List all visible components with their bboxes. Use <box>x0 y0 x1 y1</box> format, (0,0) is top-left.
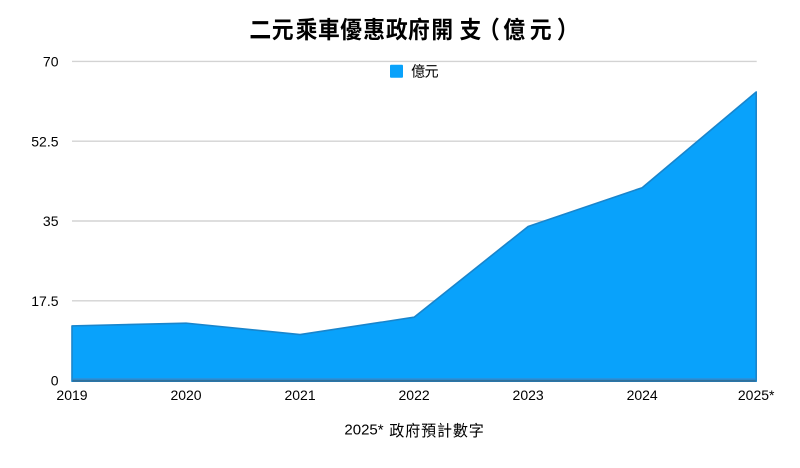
svg-text:70: 70 <box>43 54 59 70</box>
svg-text:35: 35 <box>43 213 59 229</box>
svg-text:2020: 2020 <box>170 387 201 403</box>
svg-text:2023: 2023 <box>513 387 544 403</box>
svg-text:2024: 2024 <box>627 387 658 403</box>
svg-text:52.5: 52.5 <box>31 133 58 149</box>
svg-text:2019: 2019 <box>56 387 87 403</box>
svg-text:2022: 2022 <box>399 387 430 403</box>
svg-text:2025*: 2025* <box>738 387 775 403</box>
svg-text:17.5: 17.5 <box>31 293 58 309</box>
svg-text:2021: 2021 <box>284 387 315 403</box>
svg-text:2025*: 2025* <box>344 422 383 439</box>
svg-text:0: 0 <box>51 373 59 389</box>
